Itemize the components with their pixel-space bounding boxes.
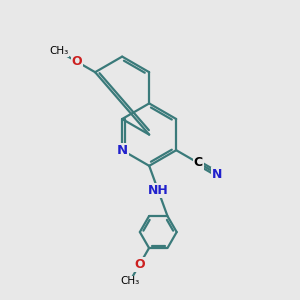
Text: O: O [134,258,145,271]
Text: CH₃: CH₃ [120,277,140,286]
Text: N: N [117,144,128,157]
Text: CH₃: CH₃ [50,46,69,56]
Text: N: N [212,167,223,181]
Text: O: O [72,55,83,68]
Text: NH: NH [148,184,169,197]
Text: C: C [194,156,203,170]
